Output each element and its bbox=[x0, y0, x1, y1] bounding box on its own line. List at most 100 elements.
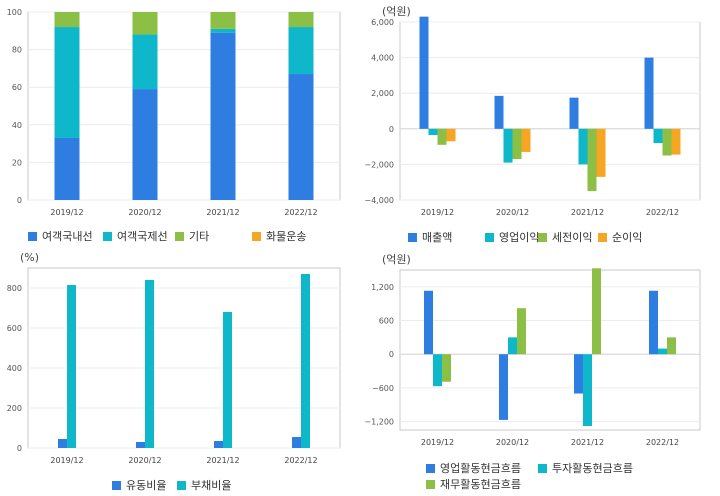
chart-financial-ratios-category-label: 2019/12 bbox=[50, 456, 83, 465]
legend-swatch bbox=[112, 481, 121, 490]
chart-cash-flow-bar bbox=[424, 290, 433, 355]
legend-label: 재무활동현금흐름 bbox=[440, 478, 521, 491]
chart-financial-ratios-category-label: 2020/12 bbox=[128, 456, 161, 465]
chart-cash-flow-bar bbox=[508, 337, 517, 355]
chart-income-statement-bar bbox=[446, 128, 456, 142]
legend-label: 여객국내선 bbox=[42, 230, 93, 243]
legend-label: 유동비율 bbox=[126, 479, 167, 492]
chart-revenue-composition-svg: 0 20 40 60 80 100 2019/12 2020/12 2021/12 2022/12 bbox=[7, 8, 341, 217]
chart-financial-ratios: (%) 0 200 400 600 800 2019/12 2020/12 2021/12 20… bbox=[0, 248, 360, 496]
legend-label: 매출액 bbox=[422, 231, 453, 244]
chart-cash-flow-bar bbox=[499, 354, 508, 420]
chart-revenue-composition-bar bbox=[54, 27, 80, 138]
chart-income-statement-bar bbox=[587, 128, 597, 192]
chart-financial-ratios-bar bbox=[58, 439, 67, 448]
chart-revenue-composition-bar bbox=[132, 34, 158, 90]
chart-financial-ratios-bar bbox=[145, 280, 154, 448]
chart-income-statement-bar bbox=[662, 128, 672, 156]
chart-revenue-composition-bar bbox=[132, 12, 158, 35]
chart-financial-ratios-bar bbox=[301, 274, 310, 448]
chart-cash-flow-ytick-label: 1,200 bbox=[371, 283, 394, 292]
chart-cash-flow-category-label: 2019/12 bbox=[421, 438, 454, 447]
legend-item: 재무활동현금흐름 bbox=[426, 476, 521, 492]
chart-income-statement-bar bbox=[437, 128, 447, 145]
chart-financial-ratios-category-label: 2022/12 bbox=[284, 456, 317, 465]
chart-income-statement-bar bbox=[428, 128, 438, 136]
chart-financial-ratios-ytick-label: 200 bbox=[7, 404, 22, 413]
chart-income-statement-bar bbox=[503, 128, 513, 163]
chart-income-statement-category-label: 2022/12 bbox=[646, 208, 679, 217]
chart-income-statement-bar bbox=[494, 95, 504, 129]
chart-revenue-composition-ytick-label: 80 bbox=[12, 46, 22, 55]
legend-swatch bbox=[598, 233, 607, 242]
legend-label: 순이익 bbox=[612, 231, 643, 244]
chart-revenue-composition-bar bbox=[288, 12, 314, 28]
chart-cash-flow-ytick-label: 0 bbox=[389, 350, 394, 359]
legend-swatch bbox=[426, 480, 435, 489]
legend-swatch bbox=[426, 464, 435, 473]
chart-income-statement-bar bbox=[419, 16, 429, 129]
chart-financial-ratios-bar bbox=[214, 441, 223, 448]
chart-revenue-composition-ytick-label: 20 bbox=[12, 158, 22, 167]
chart-cash-flow-bar bbox=[649, 290, 658, 355]
chart-income-statement-ytick-label: 6,000 bbox=[371, 18, 394, 27]
legend-item: 영업활동현금흐름 bbox=[426, 460, 521, 476]
chart-financial-ratios-plot-frame bbox=[27, 267, 341, 449]
legend-swatch bbox=[252, 232, 261, 241]
chart-income-statement-bar bbox=[512, 128, 522, 160]
chart-financial-ratios-bar bbox=[67, 285, 76, 448]
chart-revenue-composition-ytick-label: 60 bbox=[12, 83, 22, 92]
chart-financial-ratios-category-label: 2021/12 bbox=[206, 456, 239, 465]
chart-cash-flow-category-label: 2022/12 bbox=[646, 438, 679, 447]
chart-financial-ratios-bar bbox=[136, 442, 145, 448]
chart-cash-flow-unit: (억원) bbox=[382, 253, 411, 266]
chart-revenue-composition-category-label: 2021/12 bbox=[206, 208, 239, 217]
chart-revenue-composition-ytick-label: 100 bbox=[7, 8, 22, 17]
chart-revenue-composition-bar bbox=[288, 27, 314, 75]
legend-item: 투자활동현금흐름 bbox=[538, 460, 633, 476]
legend-item: 세전이익 bbox=[538, 229, 592, 245]
legend-swatch bbox=[538, 233, 547, 242]
chart-revenue-composition-bar bbox=[54, 12, 80, 28]
legend-label: 세전이익 bbox=[552, 231, 593, 244]
chart-revenue-composition-bar bbox=[210, 32, 236, 201]
chart-income-statement-unit: (억원) bbox=[382, 5, 411, 18]
chart-income-statement-bar bbox=[671, 128, 681, 155]
chart-financial-ratios-bar bbox=[292, 437, 301, 448]
chart-cash-flow-bar bbox=[442, 354, 451, 382]
chart-cash-flow-bar bbox=[583, 354, 592, 427]
chart-cash-flow-bar bbox=[433, 354, 442, 387]
legend-swatch bbox=[103, 232, 112, 241]
chart-cash-flow-ytick-label: −600 bbox=[372, 384, 394, 393]
legend-item: 기타 bbox=[175, 228, 209, 244]
legend-item: 유동비율 bbox=[112, 477, 166, 493]
chart-cash-flow-bar bbox=[658, 348, 667, 355]
chart-revenue-composition-bar bbox=[210, 28, 236, 33]
chart-income-statement: (억원) −4,000 −2,000 0 2,000 4,000 6,000 2019/12… bbox=[360, 0, 720, 248]
chart-income-statement-category-label: 2020/12 bbox=[496, 208, 529, 217]
chart-cash-flow-svg: −1,200 −600 0 600 1,200 2019/12 2020/12 2021/12… bbox=[364, 268, 701, 447]
chart-income-statement-category-label: 2021/12 bbox=[571, 208, 604, 217]
chart-revenue-composition-category-label: 2019/12 bbox=[50, 208, 83, 217]
chart-income-statement-bar bbox=[521, 128, 531, 152]
legend-item: 매출액 bbox=[408, 229, 452, 245]
legend-item: 부채비율 bbox=[177, 477, 231, 493]
chart-financial-ratios-ytick-label: 600 bbox=[7, 324, 22, 333]
chart-revenue-composition: 0 20 40 60 80 100 2019/12 2020/12 2021/12 2022/12… bbox=[0, 0, 360, 248]
chart-revenue-composition-ytick-label: 0 bbox=[17, 196, 22, 205]
chart-financial-ratios-ytick-label: 400 bbox=[7, 364, 22, 373]
chart-revenue-composition-plot-frame bbox=[27, 11, 341, 201]
chart-cash-flow-bar bbox=[592, 268, 601, 355]
chart-income-statement-plot-frame bbox=[399, 21, 701, 201]
legend-item: 여객국내선 bbox=[28, 228, 93, 244]
chart-income-statement-ytick-label: −2,000 bbox=[364, 160, 394, 169]
chart-financial-ratios-svg: 0 200 400 600 800 2019/12 2020/12 2021/12 2022/1… bbox=[7, 267, 341, 465]
chart-income-statement-bar bbox=[596, 128, 606, 177]
legend-swatch bbox=[175, 232, 184, 241]
legend-label: 부채비율 bbox=[191, 479, 232, 492]
chart-financial-ratios-bar bbox=[223, 312, 232, 448]
chart-income-statement-ytick-label: 2,000 bbox=[371, 89, 394, 98]
chart-cash-flow-ytick-label: −1,200 bbox=[364, 418, 394, 427]
legend-item: 순이익 bbox=[598, 229, 642, 245]
chart-financial-ratios-unit: (%) bbox=[20, 251, 40, 264]
